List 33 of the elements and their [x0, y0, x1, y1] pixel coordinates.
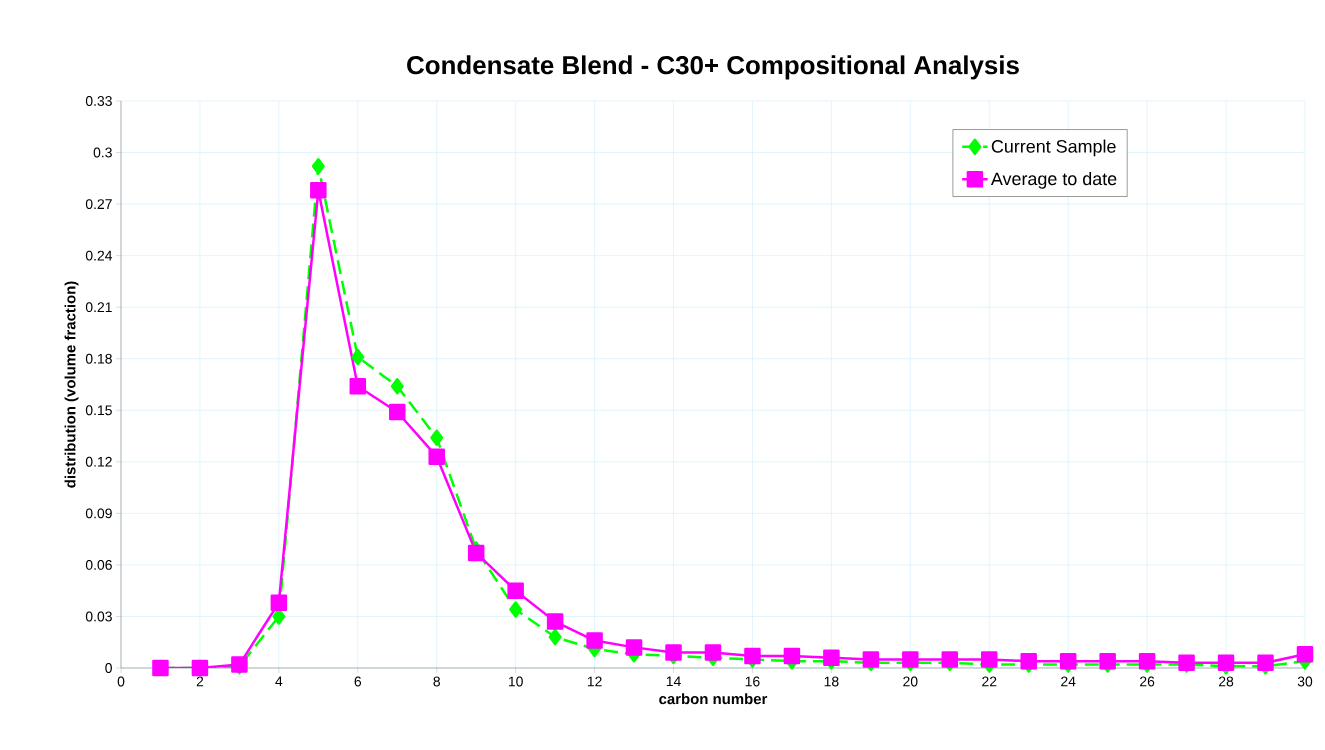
- x-tick-label: 16: [745, 676, 760, 687]
- x-tick-label: 28: [1218, 676, 1234, 687]
- x-tick-label: 26: [1140, 676, 1155, 687]
- x-tick-label: 2: [196, 676, 204, 687]
- x-tick-label: 8: [433, 676, 440, 687]
- x-tick-label: 18: [824, 676, 839, 687]
- legend-label: Current Sample: [991, 139, 1116, 157]
- x-tick-label: 10: [508, 676, 523, 687]
- y-tick-label: 0.27: [85, 199, 112, 210]
- x-axis-title: carbon number: [659, 693, 768, 705]
- y-tick-label: 0.24: [85, 250, 113, 261]
- y-tick-label: 0.33: [85, 96, 112, 106]
- x-tick-label: 24: [1061, 676, 1076, 687]
- y-tick-label: 0.03: [85, 611, 112, 622]
- x-tick-label: 12: [587, 676, 602, 687]
- y-axis-title: distribution (volume fraction): [64, 281, 79, 488]
- y-tick-label: 0.21: [85, 302, 112, 313]
- x-tick-label: 30: [1297, 676, 1313, 687]
- x-tick-label: 22: [982, 676, 997, 687]
- legend-label: Average to date: [990, 172, 1117, 189]
- x-tick-label: 6: [354, 676, 362, 687]
- x-tick-label: 14: [666, 676, 681, 687]
- y-tick-label: 0.18: [85, 353, 112, 364]
- y-tick-label: 0.15: [85, 405, 112, 416]
- y-tick-label: 0: [105, 663, 112, 673]
- x-tick-label: 20: [903, 676, 918, 687]
- x-tick-label: 0: [117, 676, 125, 687]
- y-tick-label: 0.12: [85, 456, 112, 467]
- x-tick-label: 4: [275, 676, 283, 687]
- chart-title: Condensate Blend - C30+ Compositional Analysis: [407, 55, 1019, 80]
- y-tick-label: 0.09: [85, 508, 112, 519]
- y-tick-label: 0.06: [85, 559, 112, 570]
- y-tick-label: 0.3: [93, 147, 112, 158]
